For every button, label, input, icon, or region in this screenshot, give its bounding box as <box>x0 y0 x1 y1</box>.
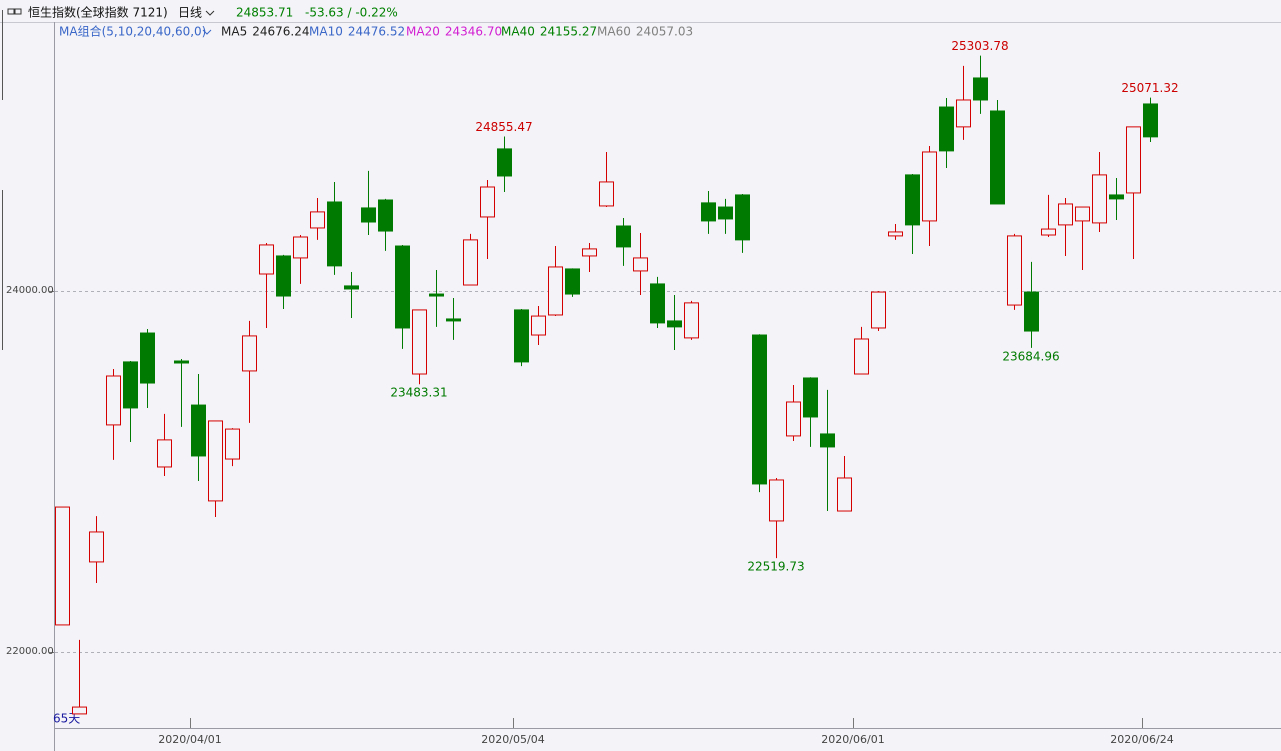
candle-body <box>531 315 546 336</box>
ma-legend-value: 24346.70 <box>445 25 502 39</box>
candle-body <box>1109 194 1124 200</box>
candle-body <box>157 439 172 468</box>
candle-body <box>259 244 274 275</box>
candle-body <box>888 231 903 237</box>
candle-body <box>1024 291 1039 332</box>
candle-body <box>395 245 410 329</box>
candle-body <box>106 375 121 426</box>
ma-legend-value: 24476.52 <box>348 25 405 39</box>
candle-body <box>769 479 784 522</box>
link-icon <box>7 8 22 15</box>
candle-body <box>922 151 937 222</box>
candle-body <box>344 285 359 290</box>
candle-body <box>565 268 580 295</box>
candle-body <box>786 401 801 437</box>
candle-body <box>820 433 835 448</box>
high-label: 25071.32 <box>1121 81 1178 95</box>
candle-body <box>633 257 648 272</box>
ma-legend-name: MA10 <box>309 25 343 39</box>
candle-body <box>327 201 342 267</box>
candle-body <box>735 194 750 241</box>
ma-legend-value: 24057.03 <box>636 25 693 39</box>
period-chevron[interactable] <box>205 10 215 16</box>
candle-body <box>548 266 563 316</box>
candle-body <box>718 206 733 220</box>
candle-body <box>174 360 189 364</box>
candle-body <box>871 291 886 329</box>
ma-selector[interactable]: MA组合(5,10,20,40,60,0) <box>59 24 206 39</box>
ma-legend-name: MA5 <box>221 25 247 39</box>
candle-body <box>752 334 767 485</box>
candle-body <box>905 174 920 226</box>
candle-body <box>89 531 104 563</box>
candle-body <box>72 706 87 715</box>
low-label: 23684.96 <box>1002 349 1059 363</box>
candle-body <box>412 309 427 375</box>
high-label: 25303.78 <box>951 39 1008 53</box>
low-label: 23483.31 <box>390 386 447 400</box>
last-price: 24853.71 <box>236 6 293 20</box>
candle-body <box>1007 235 1022 306</box>
days-label: 65天 <box>53 712 80 726</box>
candle-body <box>973 77 988 101</box>
ma-chevron[interactable] <box>202 29 212 35</box>
ma-legend-name: MA60 <box>597 25 631 39</box>
ma-legend-value: 24676.24 <box>252 25 309 39</box>
candle-body <box>650 283 665 324</box>
candle-body <box>242 335 257 372</box>
candle-body <box>514 309 529 363</box>
candle-body <box>276 255 291 297</box>
candle-body <box>140 332 155 384</box>
candle-body <box>956 99 971 128</box>
candle-body <box>854 338 869 375</box>
ma-legend-name: MA40 <box>501 25 535 39</box>
x-tick-label: 2020/06/01 <box>821 733 884 746</box>
candle-body <box>225 428 240 460</box>
period-selector[interactable]: 日线 <box>178 6 202 20</box>
candle-body <box>378 199 393 232</box>
candle-body <box>480 186 495 218</box>
low-label: 22519.73 <box>747 560 804 574</box>
candle-body <box>939 106 954 152</box>
candle-body <box>599 181 614 207</box>
candle-body <box>55 506 70 626</box>
candle-body <box>1058 203 1073 226</box>
y-tick-label: 24000.00 <box>6 285 54 296</box>
candle-body <box>837 477 852 512</box>
candle-body <box>803 377 818 418</box>
candle-body <box>616 225 631 248</box>
candle-body <box>1092 174 1107 224</box>
candle-body <box>123 361 138 409</box>
x-tick-label: 2020/04/01 <box>158 733 221 746</box>
ma-legend-name: MA20 <box>406 25 440 39</box>
candle-body <box>191 404 206 457</box>
candle-body <box>701 202 716 222</box>
symbol-title: 恒生指数(全球指数 7121) <box>28 5 168 20</box>
candle-body <box>667 320 682 328</box>
candle-body <box>684 302 699 339</box>
candle-body <box>293 236 308 259</box>
candle-body <box>1075 206 1090 222</box>
candle-body <box>1143 103 1158 138</box>
x-tick-label: 2020/06/24 <box>1110 733 1173 746</box>
price-change: -53.63 / -0.22% <box>305 6 398 20</box>
candle-body <box>1041 228 1056 236</box>
candle-body <box>497 148 512 177</box>
candle-body <box>310 211 325 229</box>
candle-body <box>429 293 444 297</box>
high-label: 24855.47 <box>475 120 532 134</box>
x-tick-label: 2020/05/04 <box>481 733 544 746</box>
candle-body <box>990 110 1005 205</box>
candle-body <box>463 239 478 286</box>
candle-body <box>582 248 597 257</box>
candle-body <box>1126 126 1141 194</box>
ma-legend-value: 24155.27 <box>540 25 597 39</box>
header-bar <box>0 0 1281 22</box>
candle-body <box>446 318 461 322</box>
candle-body <box>361 207 376 223</box>
y-tick-label: 22000.00 <box>6 646 54 657</box>
candle-body <box>208 420 223 502</box>
